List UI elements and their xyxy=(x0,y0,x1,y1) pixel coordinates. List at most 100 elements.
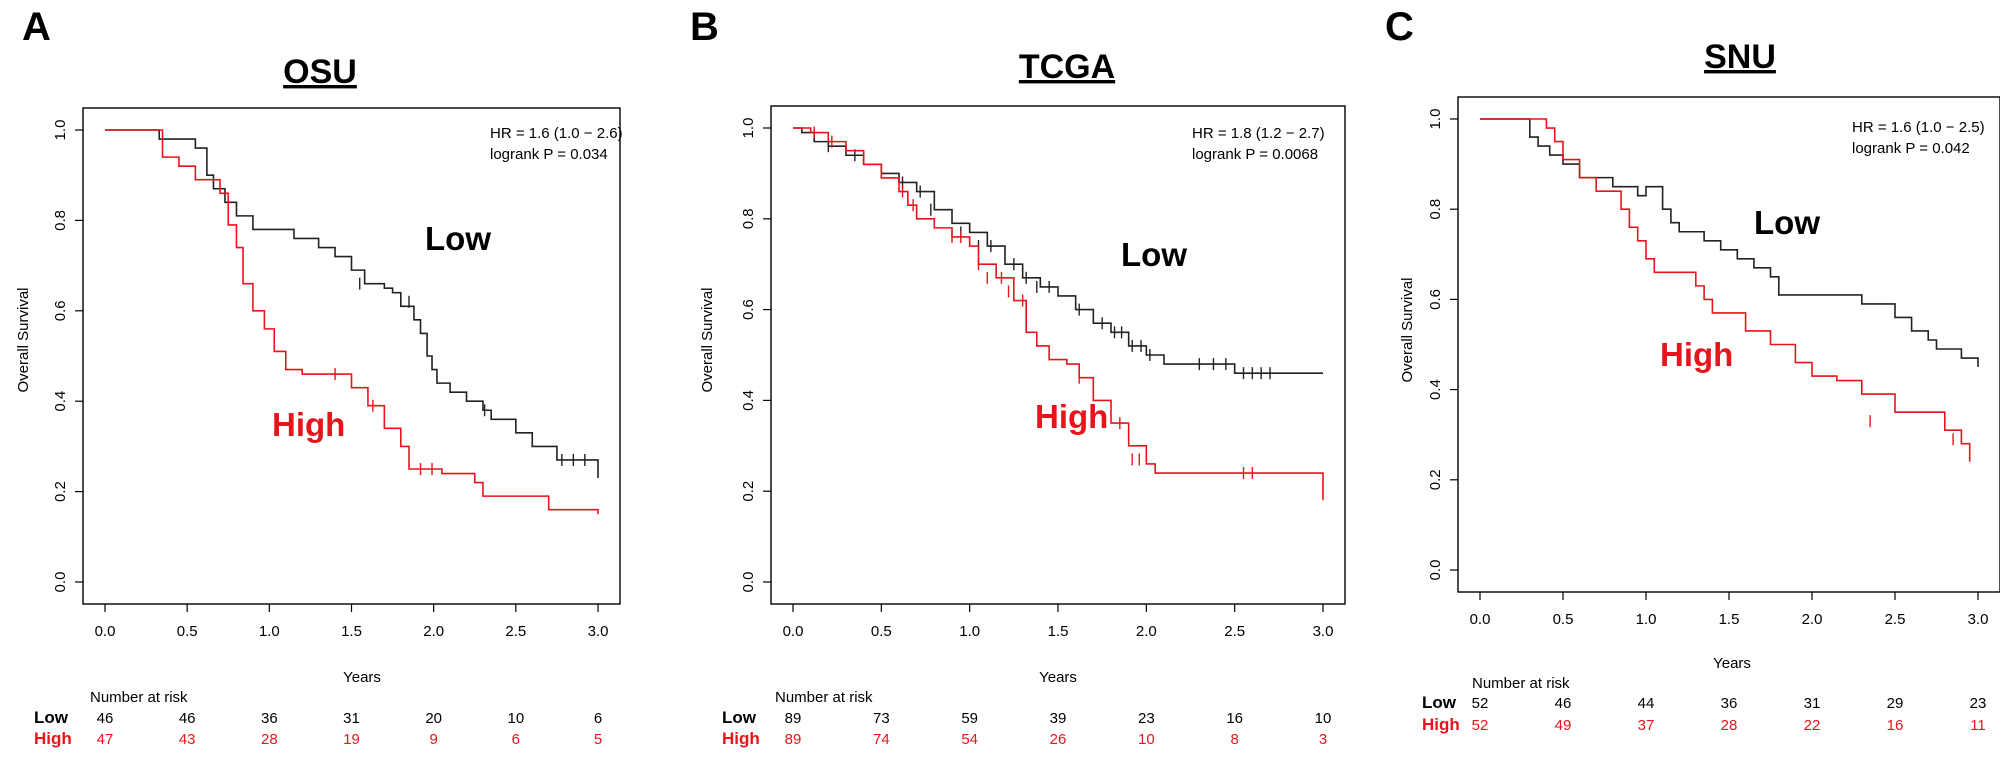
panel-b-risk-row-label-low: Low xyxy=(722,708,757,727)
panel-c-risk-title: Number at risk xyxy=(1472,675,1570,692)
panel-b-title: TCGA xyxy=(1019,48,1115,86)
panel-b-x-tick-label: 0.0 xyxy=(783,623,804,640)
panel-b-risk-value-low: 89 xyxy=(785,710,802,727)
panel-c-y-tick-label: 0.0 xyxy=(1427,560,1444,581)
panel-a-risk-value-high: 28 xyxy=(261,731,278,748)
panel-b-x-tick-label: 1.0 xyxy=(959,623,980,640)
panel-a-curve-low xyxy=(105,129,599,479)
panel-a-x-tick-label: 1.5 xyxy=(341,623,362,640)
panel-a-risk-value-high: 9 xyxy=(429,731,437,748)
panel-c-x-tick-label: 2.0 xyxy=(1802,611,1823,628)
panel-c-risk-value-high: 52 xyxy=(1472,717,1489,734)
panel-c-risk-value-low: 31 xyxy=(1804,695,1821,712)
panel-b-p-text: logrank P = 0.0068 xyxy=(1192,146,1318,163)
panel-a-label-low: Low xyxy=(425,220,491,257)
panel-b-letter: B xyxy=(690,5,719,49)
panel-b-x-tick-label: 1.5 xyxy=(1048,623,1069,640)
panel-a-y-tick-label: 0.4 xyxy=(52,391,69,412)
panel-c-risk-value-high: 22 xyxy=(1804,717,1821,734)
panel-b-label-low: Low xyxy=(1121,236,1187,273)
panel-b-risk-value-low: 23 xyxy=(1138,710,1155,727)
panel-c-risk-value-high: 28 xyxy=(1721,717,1738,734)
panel-c-label-low: Low xyxy=(1754,204,1820,241)
panel-a-risk-value-high: 19 xyxy=(343,731,360,748)
panel-a-hr-text: HR = 1.6 (1.0 − 2.6) xyxy=(490,125,623,142)
panel-c-risk-value-low: 52 xyxy=(1472,695,1489,712)
panel-b-risk-value-low: 16 xyxy=(1226,710,1243,727)
panel-b-y-tick-label: 0.2 xyxy=(740,481,757,502)
panel-a-risk-value-high: 6 xyxy=(512,731,520,748)
panel-b-risk-value-high: 26 xyxy=(1050,731,1067,748)
panel-a-risk-value-high: 5 xyxy=(594,731,602,748)
panel-c-risk-row-label-low: Low xyxy=(1422,693,1457,712)
panel-a-label-high: High xyxy=(272,406,345,443)
panel-c-risk-value-low: 29 xyxy=(1887,695,1904,712)
panel-c-curve-low xyxy=(1480,118,1979,368)
panel-c-risk-value-low: 36 xyxy=(1721,695,1738,712)
panel-c-curve-high xyxy=(1480,118,1971,462)
panel-b-plot-frame xyxy=(770,105,1346,605)
panel-a-risk-value-low: 31 xyxy=(343,710,360,727)
panel-c-y-tick-label: 1.0 xyxy=(1427,109,1444,130)
panel-a-x-tick-label: 0.0 xyxy=(95,623,116,640)
panel-c-risk-value-high: 37 xyxy=(1638,717,1655,734)
panel-b-risk-row-label-high: High xyxy=(722,729,760,748)
panel-b-risk-value-high: 54 xyxy=(961,731,978,748)
panel-b-x-axis-label: Years xyxy=(1039,669,1077,686)
panel-c-risk-value-high: 16 xyxy=(1887,717,1904,734)
panel-a-y-tick-label: 0.0 xyxy=(52,572,69,593)
panel-a-y-tick-label: 0.2 xyxy=(52,481,69,502)
panel-a-x-tick-label: 0.5 xyxy=(177,623,198,640)
panel-c-hr-text: HR = 1.6 (1.0 − 2.5) xyxy=(1852,119,1985,136)
panel-b-risk-value-high: 74 xyxy=(873,731,890,748)
panel-a-risk-value-low: 6 xyxy=(594,710,602,727)
panel-b-y-tick-label: 0.0 xyxy=(740,572,757,593)
panel-b-y-tick-label: 0.6 xyxy=(740,299,757,320)
panel-b-x-tick-label: 2.0 xyxy=(1136,623,1157,640)
panel-c-risk-value-low: 46 xyxy=(1555,695,1572,712)
panel-c-y-tick-label: 0.4 xyxy=(1427,379,1444,400)
panel-b-risk-title: Number at risk xyxy=(775,689,873,706)
panel-b-x-tick-label: 2.5 xyxy=(1224,623,1245,640)
panel-a-risk-value-low: 36 xyxy=(261,710,278,727)
panel-c-y-tick-label: 0.8 xyxy=(1427,199,1444,220)
panel-c-x-tick-label: 0.0 xyxy=(1470,611,1491,628)
panel-b-y-tick-label: 0.4 xyxy=(740,390,757,411)
panel-b-hr-text: HR = 1.8 (1.2 − 2.7) xyxy=(1192,125,1325,142)
panel-c-x-tick-label: 3.0 xyxy=(1968,611,1989,628)
panel-c-x-tick-label: 1.5 xyxy=(1719,611,1740,628)
panel-c-title: SNU xyxy=(1704,38,1776,76)
panel-a-letter: A xyxy=(22,5,51,49)
panel-a-y-tick-label: 0.8 xyxy=(52,210,69,231)
panel-c-p-text: logrank P = 0.042 xyxy=(1852,140,1970,157)
panel-b-risk-value-low: 73 xyxy=(873,710,890,727)
panel-a-y-tick-label: 1.0 xyxy=(52,120,69,141)
panel-c-letter: C xyxy=(1385,5,1414,49)
panel-b-risk-value-high: 10 xyxy=(1138,731,1155,748)
panel-b-curve-low xyxy=(793,127,1323,374)
panel-b-y-tick-label: 0.8 xyxy=(740,208,757,229)
panel-c-risk-value-high: 49 xyxy=(1555,717,1572,734)
panel-b-x-tick-label: 0.5 xyxy=(871,623,892,640)
panel-a-x-tick-label: 1.0 xyxy=(259,623,280,640)
panel-b-y-tick-label: 1.0 xyxy=(740,118,757,139)
panel-a-risk-value-low: 20 xyxy=(425,710,442,727)
panel-c-y-tick-label: 0.6 xyxy=(1427,289,1444,310)
panel-a-risk-value-low: 46 xyxy=(97,710,114,727)
panel-c-risk-row-label-high: High xyxy=(1422,715,1460,734)
panel-b-y-axis-label: Overall Survival xyxy=(699,287,716,392)
panel-c-x-tick-label: 0.5 xyxy=(1553,611,1574,628)
panel-a-risk-value-high: 43 xyxy=(179,731,196,748)
panel-a-risk-row-label-high: High xyxy=(34,729,72,748)
panel-b-x-tick-label: 3.0 xyxy=(1313,623,1334,640)
panel-c-x-tick-label: 1.0 xyxy=(1636,611,1657,628)
panel-a-x-axis-label: Years xyxy=(343,669,381,686)
panel-b-risk-value-high: 3 xyxy=(1319,731,1327,748)
panel-c-y-tick-label: 0.2 xyxy=(1427,469,1444,490)
panel-c-x-axis-label: Years xyxy=(1713,655,1751,672)
panel-c-risk-value-high: 11 xyxy=(1970,717,1986,734)
panel-a-risk-value-high: 47 xyxy=(97,731,114,748)
panel-c-risk-value-low: 23 xyxy=(1970,695,1987,712)
